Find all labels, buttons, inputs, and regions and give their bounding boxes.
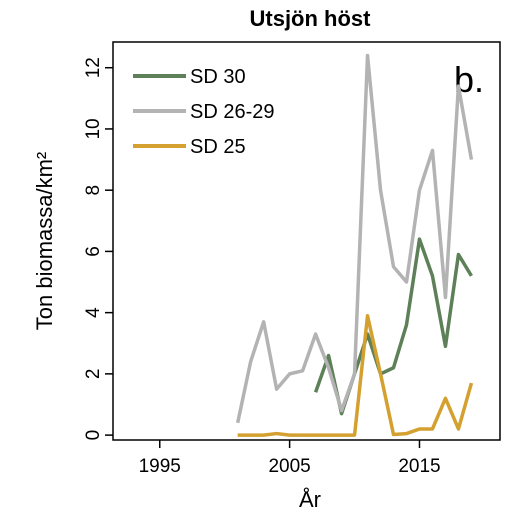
x-tick-label: 2015 (398, 456, 440, 477)
y-axis-label: Ton biomassa/km² (32, 152, 57, 331)
x-axis-label: År (299, 487, 321, 512)
y-tick-label: 0 (83, 430, 104, 441)
legend-label: SD 25 (190, 136, 246, 158)
y-tick-label: 2 (83, 369, 104, 380)
chart-title: Utsjön höst (250, 6, 372, 31)
y-tick-label: 8 (83, 185, 104, 196)
plot-frame (112, 41, 501, 441)
legend-label: SD 26-29 (190, 101, 275, 123)
series-line (313, 237, 473, 416)
y-tick-label: 10 (83, 118, 104, 139)
x-tick-label: 1995 (139, 456, 181, 477)
y-tick-label: 6 (83, 246, 104, 257)
series-line (237, 313, 474, 437)
series-line (235, 53, 474, 424)
x-tick-label: 2005 (268, 456, 310, 477)
legend-label: SD 30 (190, 66, 246, 88)
y-tick-label: 4 (83, 307, 104, 318)
y-tick-label: 12 (83, 57, 104, 78)
